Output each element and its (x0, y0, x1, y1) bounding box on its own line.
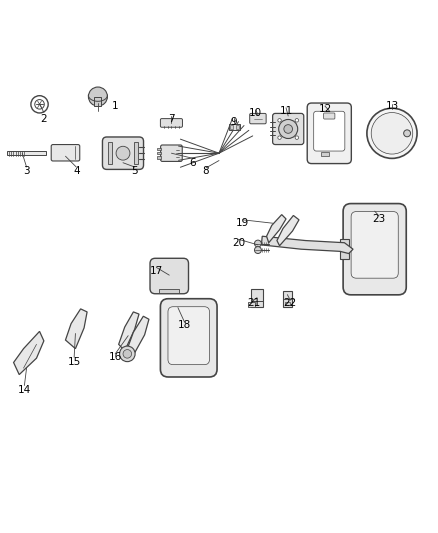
Bar (285, 302, 290, 305)
Bar (340, 239, 349, 259)
Text: 20: 20 (232, 238, 245, 248)
Text: 15: 15 (67, 357, 81, 367)
Circle shape (295, 119, 299, 122)
Circle shape (31, 96, 48, 113)
Polygon shape (119, 312, 139, 351)
Text: 19: 19 (236, 218, 249, 228)
Bar (7, 151, 46, 155)
Polygon shape (14, 332, 44, 375)
Text: 23: 23 (372, 214, 385, 224)
Text: 11: 11 (279, 106, 293, 116)
Bar (248, 302, 254, 307)
FancyBboxPatch shape (272, 114, 304, 144)
Circle shape (279, 119, 298, 139)
Polygon shape (277, 215, 299, 246)
Bar (251, 289, 263, 306)
Bar (157, 148, 162, 150)
FancyBboxPatch shape (307, 103, 351, 164)
Circle shape (284, 125, 293, 133)
Polygon shape (261, 236, 353, 254)
Bar (157, 152, 162, 155)
FancyBboxPatch shape (314, 111, 345, 151)
Circle shape (371, 112, 413, 154)
FancyBboxPatch shape (160, 298, 217, 377)
Text: 17: 17 (150, 266, 163, 276)
Circle shape (35, 100, 44, 109)
Text: 16: 16 (109, 352, 122, 362)
Polygon shape (66, 309, 87, 349)
Text: 9: 9 (231, 117, 237, 127)
Text: 12: 12 (318, 103, 332, 114)
Bar (321, 152, 329, 156)
Circle shape (295, 136, 299, 139)
Text: 10: 10 (249, 108, 262, 118)
Text: 7: 7 (168, 115, 175, 125)
Circle shape (116, 146, 130, 160)
Polygon shape (267, 215, 286, 243)
Circle shape (254, 247, 261, 254)
Polygon shape (88, 95, 107, 101)
FancyBboxPatch shape (160, 119, 183, 127)
Polygon shape (127, 316, 149, 355)
Bar (229, 124, 240, 130)
Circle shape (123, 350, 131, 358)
Text: 18: 18 (178, 320, 191, 330)
Text: 6: 6 (190, 158, 196, 168)
Text: 2: 2 (41, 115, 47, 125)
Bar (283, 290, 292, 307)
Bar (230, 125, 233, 129)
FancyBboxPatch shape (102, 137, 144, 169)
Text: 5: 5 (131, 166, 138, 176)
Circle shape (278, 136, 281, 139)
FancyBboxPatch shape (250, 114, 266, 124)
FancyBboxPatch shape (51, 144, 80, 161)
Circle shape (278, 119, 281, 122)
Circle shape (173, 299, 182, 308)
Text: 13: 13 (385, 101, 399, 111)
Bar (134, 142, 138, 164)
FancyBboxPatch shape (150, 259, 188, 294)
Bar (157, 156, 162, 159)
Text: 21: 21 (247, 298, 260, 308)
Circle shape (367, 108, 417, 158)
Text: 22: 22 (284, 298, 297, 308)
Text: 1: 1 (112, 101, 119, 111)
Circle shape (120, 346, 135, 361)
Text: 4: 4 (73, 166, 80, 176)
FancyBboxPatch shape (168, 306, 209, 365)
Text: 8: 8 (203, 166, 209, 176)
FancyBboxPatch shape (351, 212, 398, 278)
Text: 14: 14 (18, 385, 31, 395)
Bar (108, 142, 113, 164)
Circle shape (404, 130, 410, 137)
Bar (236, 125, 239, 129)
FancyBboxPatch shape (324, 113, 335, 119)
FancyBboxPatch shape (161, 145, 182, 161)
Circle shape (88, 87, 107, 106)
Circle shape (254, 240, 261, 247)
Bar (95, 96, 101, 106)
Bar (159, 289, 179, 293)
FancyBboxPatch shape (343, 204, 406, 295)
Text: 3: 3 (23, 166, 30, 176)
